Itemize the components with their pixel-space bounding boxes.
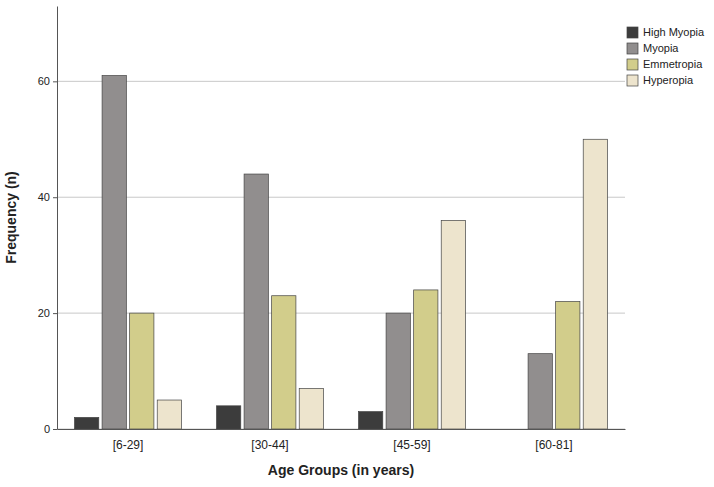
legend-item: Myopia (627, 42, 679, 54)
legend-swatch (627, 27, 638, 38)
series-bars (157, 139, 607, 429)
x-tick: [30-44] (251, 429, 288, 452)
x-tick-label: [30-44] (251, 438, 288, 452)
y-tick-label: 0 (44, 423, 50, 435)
series-bars (130, 290, 580, 429)
y-tick: 0 (44, 423, 57, 435)
y-tick-mark (53, 429, 57, 430)
bar (414, 290, 438, 429)
y-axis-line (57, 7, 58, 430)
y-tick: 20 (38, 307, 57, 319)
legend-label: Emmetropia (643, 58, 703, 70)
legend-label: Myopia (643, 42, 679, 54)
y-axis-title: Frequency (n) (3, 171, 19, 264)
legend-swatch (627, 59, 638, 70)
x-axis-line (58, 429, 626, 430)
x-axis: [6-29] [30-44] [45-59] [60-81] (58, 429, 626, 452)
y-axis: 0 20 40 60 (38, 7, 58, 436)
bars (75, 76, 608, 429)
legend-item: Hyperopia (627, 74, 694, 86)
bar (244, 174, 268, 429)
y-tick-label: 20 (38, 307, 50, 319)
y-tick-label: 60 (38, 75, 50, 87)
bar (501, 429, 525, 430)
bar (359, 412, 383, 429)
x-tick-label: [60-81] (535, 438, 572, 452)
plot: 0 20 40 60 [6-29] [30-44] [45-59] [60-81] (38, 7, 626, 452)
bar (272, 296, 296, 429)
x-axis-title: Age Groups (in years) (268, 462, 414, 478)
bar (528, 354, 552, 429)
grid-line (57, 81, 625, 82)
grid-line (57, 197, 625, 198)
x-tick: [45-59] (393, 429, 430, 452)
y-tick-mark (53, 313, 57, 314)
bar (386, 313, 410, 429)
y-tick-mark (53, 197, 57, 198)
x-tick: [60-81] (535, 429, 572, 452)
x-tick: [6-29] (113, 429, 144, 452)
y-tick: 60 (38, 75, 57, 87)
bar (75, 417, 99, 429)
bar (102, 76, 126, 429)
legend-swatch (627, 43, 638, 54)
bar (583, 139, 607, 429)
x-tick-label: [6-29] (113, 438, 144, 452)
x-tick-label: [45-59] (393, 438, 430, 452)
bar (157, 400, 181, 429)
y-tick: 40 (38, 191, 57, 203)
bar (130, 313, 154, 429)
y-tick-label: 40 (38, 191, 50, 203)
bar (299, 388, 323, 429)
legend-label: Hyperopia (643, 74, 694, 86)
legend-item: Emmetropia (627, 58, 703, 70)
series-bars (102, 76, 552, 429)
legend: High Myopia Myopia Emmetropia Hyperopia (627, 26, 705, 86)
grid (57, 81, 625, 429)
legend-label: High Myopia (643, 26, 705, 38)
legend-item: High Myopia (627, 26, 705, 38)
legend-swatch (627, 75, 638, 86)
y-tick-mark (53, 81, 57, 82)
bar (217, 406, 241, 429)
bar (556, 302, 580, 429)
bar (441, 220, 465, 429)
